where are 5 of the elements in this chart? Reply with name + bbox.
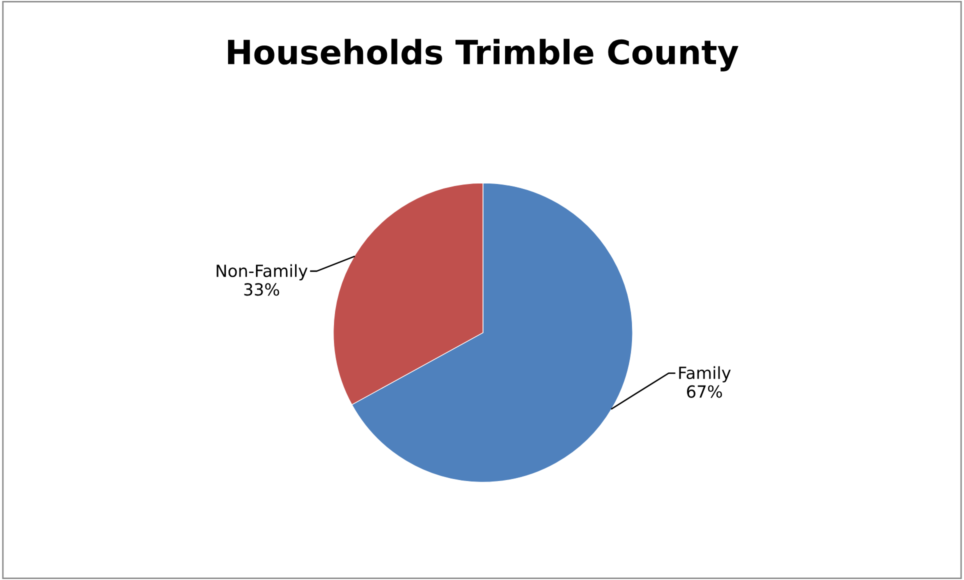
data-label: 33%	[244, 283, 280, 296]
chart-title: Households Trimble County	[228, 38, 738, 72]
slice-label: Family	[679, 366, 731, 382]
slice-label: Non-Family	[216, 264, 308, 280]
data-label: 67%	[687, 385, 722, 398]
